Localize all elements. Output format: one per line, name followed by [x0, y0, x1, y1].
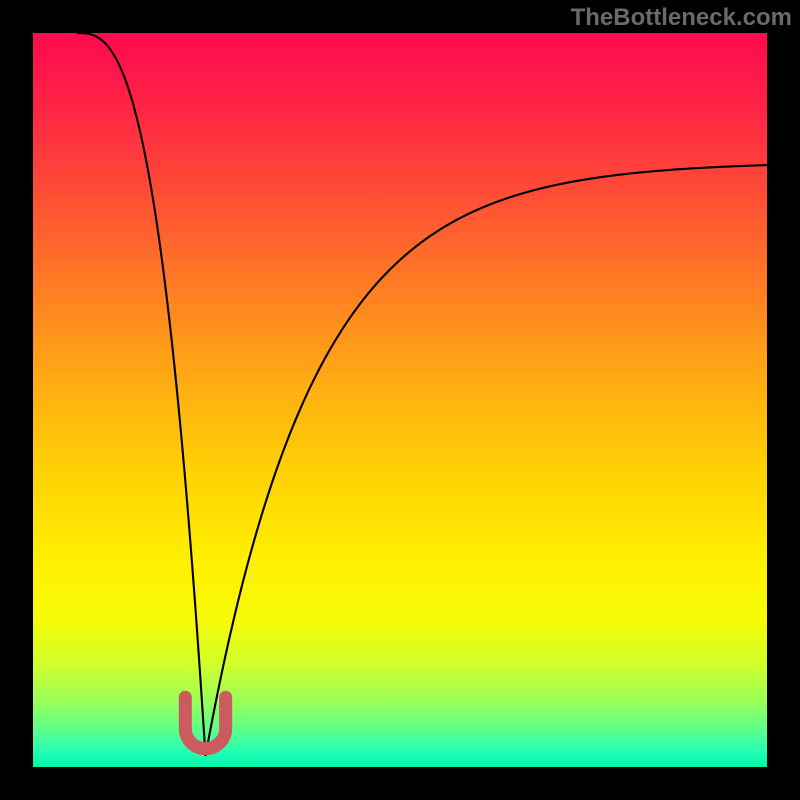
curve-overlay — [33, 33, 767, 767]
chart-container: TheBottleneck.com — [0, 0, 800, 800]
bottleneck-curve-right — [205, 165, 767, 756]
bottleneck-curve-left — [77, 33, 205, 756]
watermark-text: TheBottleneck.com — [571, 4, 792, 32]
plot-area — [33, 33, 767, 767]
